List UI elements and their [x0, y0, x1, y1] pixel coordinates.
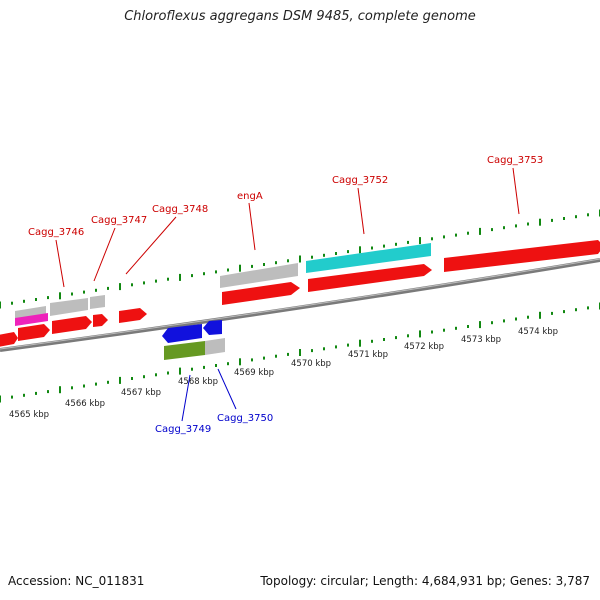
- gene-arrow-6[interactable]: [222, 282, 300, 305]
- gene-label[interactable]: Cagg_3747: [91, 215, 147, 226]
- gene-label[interactable]: Cagg_3746: [28, 227, 84, 238]
- tick-label: 4568 kbp: [178, 377, 218, 387]
- tick-label: 4572 kbp: [404, 342, 444, 352]
- gene-feature-olive[interactable]: [164, 341, 205, 360]
- gene-label[interactable]: Cagg_3752: [332, 175, 388, 186]
- tick-label: 4565 kbp: [9, 410, 49, 420]
- tick-label: 4574 kbp: [518, 327, 558, 337]
- gene-labels: Cagg_3746 Cagg_3747 Cagg_3748 engA Cagg_…: [28, 155, 543, 435]
- gene-feature-grey-small-2[interactable]: [90, 295, 105, 309]
- tick-label: 4567 kbp: [121, 388, 161, 398]
- inner-tick-ring: [0, 302, 600, 403]
- gene-arrow-2[interactable]: [18, 324, 50, 341]
- reverse-genes: [162, 320, 225, 360]
- genome-backbone: [0, 258, 600, 352]
- label-leaders: [55, 167, 520, 422]
- gene-label[interactable]: Cagg_3750: [217, 413, 273, 424]
- tick-label: 4566 kbp: [65, 399, 105, 409]
- tick-label: 4569 kbp: [234, 368, 274, 378]
- gene-arrow-8[interactable]: [444, 240, 600, 272]
- gene-arrow-rev-1[interactable]: [162, 324, 202, 343]
- forward-genes: [15, 243, 431, 326]
- gene-feature-cyan[interactable]: [306, 243, 431, 273]
- gene-feature-grey-rev[interactable]: [205, 338, 225, 355]
- outer-tick-ring: [0, 209, 600, 309]
- genome-summary-text: Topology: circular; Length: 4,684,931 bp…: [260, 574, 590, 588]
- gene-label[interactable]: Cagg_3749: [155, 424, 211, 435]
- gene-feature-grey[interactable]: [220, 263, 298, 288]
- tick-label: 4573 kbp: [461, 335, 501, 345]
- tick-label: 4570 kbp: [291, 359, 331, 369]
- forward-arrows: [0, 240, 600, 347]
- map-title: Chloroflexus aggregans DSM 9485, complet…: [124, 9, 476, 24]
- gene-label[interactable]: Cagg_3748: [152, 204, 208, 215]
- gene-arrow-rev-2[interactable]: [203, 320, 222, 335]
- gene-arrow-1[interactable]: [0, 332, 18, 347]
- tick-labels: 4565 kbp 4566 kbp 4567 kbp 4568 kbp 4569…: [9, 327, 558, 420]
- tick-label: 4571 kbp: [348, 350, 388, 360]
- gene-label[interactable]: engA: [237, 191, 263, 202]
- gene-feature-grey-small-1[interactable]: [50, 298, 88, 316]
- gene-arrow-5[interactable]: [119, 308, 147, 323]
- gene-arrow-4[interactable]: [93, 314, 108, 327]
- gene-arrow-3[interactable]: [52, 316, 92, 334]
- accession-text: Accession: NC_011831: [8, 574, 145, 588]
- gene-label[interactable]: Cagg_3753: [487, 155, 543, 166]
- gene-arrow-7[interactable]: [308, 264, 432, 292]
- gene-feature-magenta[interactable]: [15, 313, 48, 326]
